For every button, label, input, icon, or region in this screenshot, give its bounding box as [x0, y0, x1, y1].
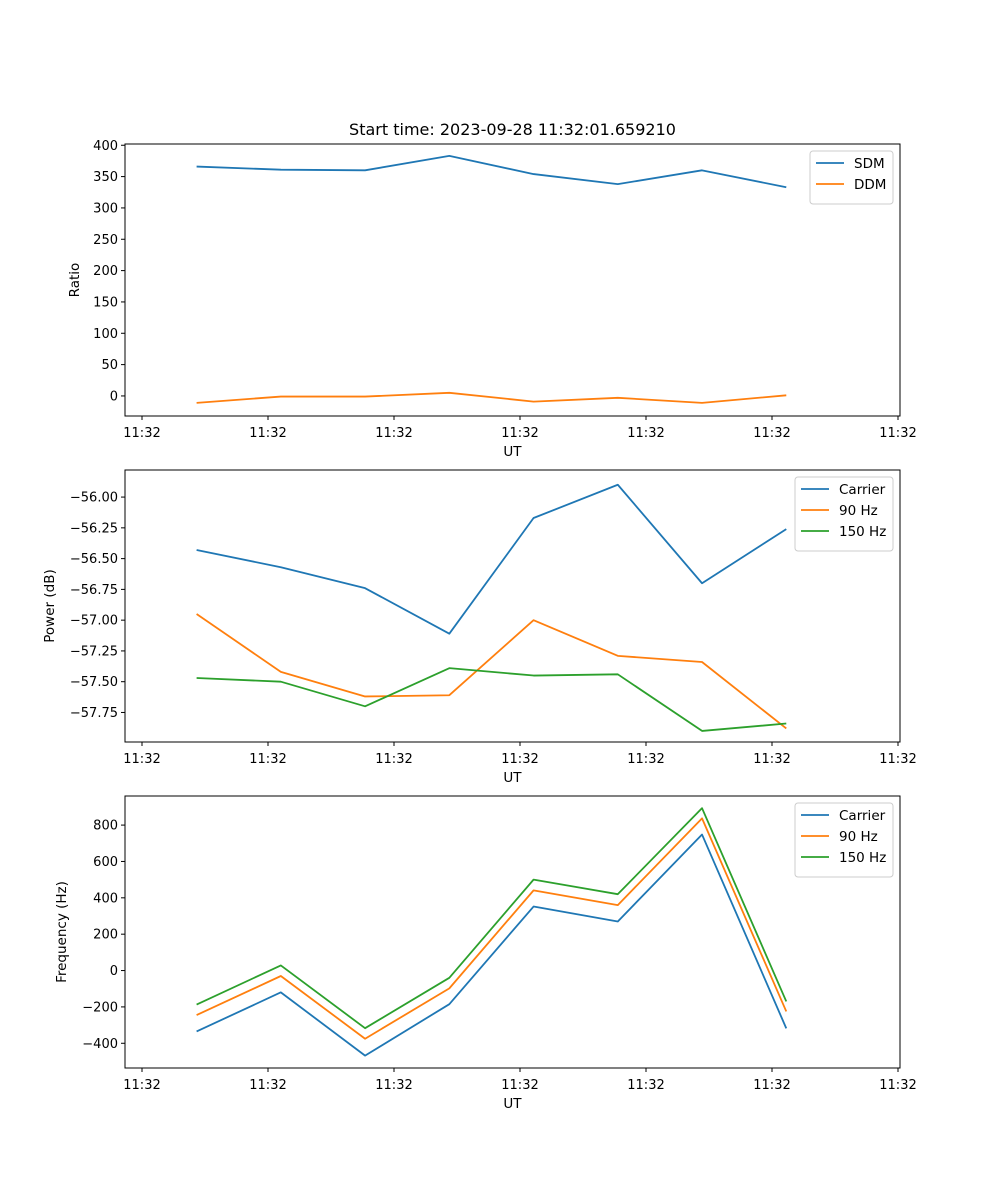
legend: Carrier 90 Hz 150 Hz	[794, 802, 894, 878]
y-tick-label: 200	[93, 264, 118, 279]
y-axis-label: Frequency (Hz)	[54, 881, 70, 983]
series-line-150-hz	[196, 807, 788, 1030]
plot-area-frame	[124, 143, 901, 417]
y-tick-label: −200	[82, 1000, 118, 1015]
legend: SDM DDM	[809, 150, 894, 205]
legend-label-150-hz: 150 Hz	[839, 524, 886, 540]
y-tick-label: 250	[93, 233, 118, 248]
y-tick-label: 0	[110, 389, 118, 404]
series-line-sdm	[196, 155, 787, 189]
y-axis-label: Ratio	[67, 263, 83, 298]
plot-area-frame	[124, 795, 901, 1069]
x-tick-label: 11:32	[879, 752, 916, 767]
series-line-90-hz	[196, 817, 788, 1040]
series-line-90-hz	[196, 613, 787, 730]
y-tick-label: 400	[93, 139, 118, 154]
x-tick-label: 11:32	[627, 426, 664, 441]
x-tick-label: 11:32	[753, 752, 790, 767]
series-line-carrier	[196, 833, 788, 1057]
y-tick-label: 800	[93, 819, 118, 834]
legend-label-150-hz: 150 Hz	[839, 850, 886, 866]
x-tick-label: 11:32	[375, 1078, 412, 1093]
y-tick-label: −400	[82, 1037, 118, 1052]
x-tick-label: 11:32	[627, 752, 664, 767]
series-line-carrier	[196, 483, 787, 635]
y-tick-label: 400	[93, 891, 118, 906]
legend-box	[794, 802, 894, 878]
y-tick-label: −56.25	[70, 521, 118, 536]
chart-panel-2: −57.75 −57.50 −57.25 −57.00 −56.75 −56.50 −56.…	[42, 469, 917, 786]
plot-area-frame	[124, 469, 901, 743]
legend-box	[794, 476, 894, 552]
x-tick-label: 11:32	[501, 752, 538, 767]
x-tick-label: 11:32	[627, 1078, 664, 1093]
y-tick-label: 200	[93, 928, 118, 943]
x-tick-label: 11:32	[375, 752, 412, 767]
x-axis-label: UT	[503, 444, 522, 460]
y-tick-label: −57.75	[70, 706, 118, 721]
x-tick-label: 11:32	[249, 1078, 286, 1093]
x-tick-label: 11:32	[753, 1078, 790, 1093]
y-tick-label: 600	[93, 855, 118, 870]
series-line-ddm	[196, 391, 787, 404]
x-tick-label: 11:32	[879, 426, 916, 441]
x-axis-label: UT	[503, 1096, 522, 1112]
x-axis-label: UT	[503, 770, 522, 786]
x-tick-label: 11:32	[879, 1078, 916, 1093]
legend-box	[809, 150, 894, 205]
y-tick-label: 50	[101, 358, 118, 373]
legend: Carrier 90 Hz 150 Hz	[794, 476, 894, 552]
x-tick-label: 11:32	[123, 1078, 160, 1093]
y-tick-label: −56.00	[70, 491, 118, 506]
legend-label-carrier: Carrier	[839, 482, 886, 498]
legend-label-90-hz: 90 Hz	[839, 503, 878, 519]
legend-label-carrier: Carrier	[839, 808, 886, 824]
chart-title: Start time: 2023-09-28 11:32:01.659210	[349, 120, 676, 139]
series-line-150-hz	[196, 667, 787, 732]
y-tick-label: 150	[93, 295, 118, 310]
x-tick-label: 11:32	[501, 1078, 538, 1093]
chart-panel-3: −400 −200 0 200 400 600 800 11:32 11:32 11:32 11:3…	[54, 795, 917, 1112]
y-tick-label: −56.50	[70, 552, 118, 567]
x-tick-label: 11:32	[249, 752, 286, 767]
x-tick-label: 11:32	[123, 752, 160, 767]
x-tick-label: 11:32	[249, 426, 286, 441]
x-tick-label: 11:32	[501, 426, 538, 441]
legend-label-90-hz: 90 Hz	[839, 829, 878, 845]
y-axis-label: Power (dB)	[42, 569, 58, 642]
legend-label-ddm: DDM	[854, 177, 886, 193]
y-tick-label: 0	[110, 964, 118, 979]
chart-panel-1: Start time: 2023-09-28 11:32:01.659210 0 5…	[67, 120, 917, 460]
x-tick-label: 11:32	[123, 426, 160, 441]
y-tick-label: 100	[93, 327, 118, 342]
x-tick-label: 11:32	[753, 426, 790, 441]
y-tick-label: 350	[93, 170, 118, 185]
y-tick-label: −56.75	[70, 583, 118, 598]
y-tick-label: 300	[93, 201, 118, 216]
x-tick-label: 11:32	[375, 426, 412, 441]
y-tick-label: −57.00	[70, 614, 118, 629]
y-tick-label: −57.25	[70, 644, 118, 659]
legend-label-sdm: SDM	[854, 156, 885, 172]
y-tick-label: −57.50	[70, 675, 118, 690]
